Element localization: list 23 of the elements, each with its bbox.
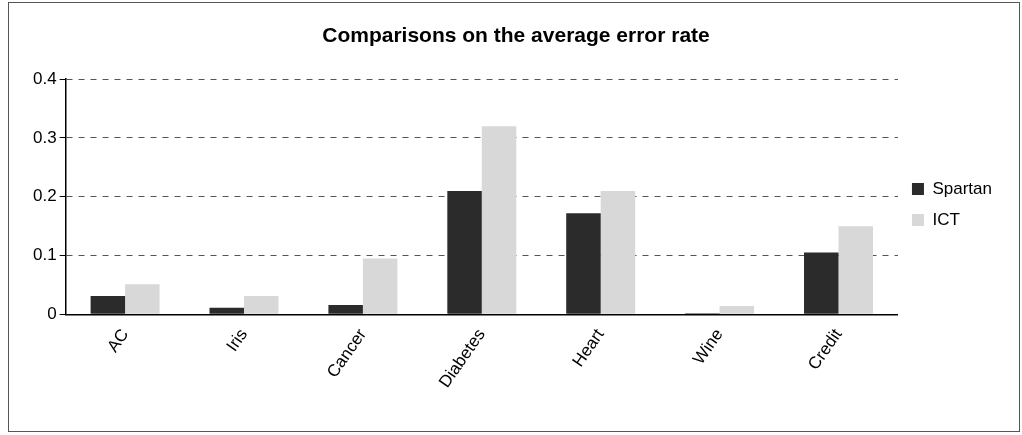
bar	[328, 304, 363, 314]
bar	[804, 252, 839, 314]
chart-title: Comparisons on the average error rate	[322, 23, 710, 47]
bar	[243, 296, 279, 314]
y-tick-label: 0	[47, 304, 57, 324]
bar	[447, 190, 482, 314]
bar	[566, 213, 601, 314]
bar	[209, 307, 244, 314]
bar	[838, 226, 873, 314]
bar	[481, 126, 517, 314]
bar	[362, 258, 398, 314]
legend-label: Spartan	[932, 178, 993, 198]
y-tick-label: 0.4	[32, 68, 57, 88]
legend-label: ICT	[932, 209, 960, 229]
y-tick-label: 0.1	[32, 245, 57, 265]
x-tick-label: Iris	[222, 325, 252, 355]
x-tick-label: AC	[103, 325, 133, 356]
bar	[600, 190, 636, 314]
y-tick-label: 0.3	[32, 127, 57, 147]
bar	[719, 306, 755, 314]
y-tick-label: 0.2	[32, 186, 57, 206]
bar	[125, 284, 160, 314]
bar	[90, 296, 126, 314]
